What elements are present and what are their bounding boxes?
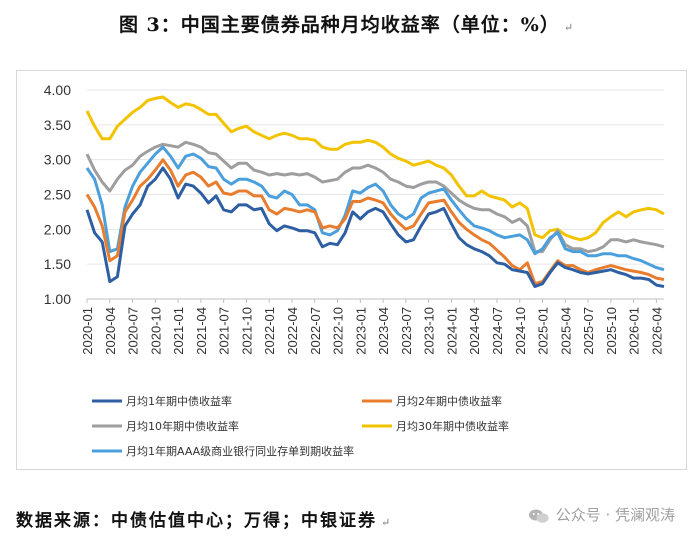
data-source: 数据来源：中债估值中心；万得；中银证券 ↵ (16, 511, 393, 531)
x-tick-label: 2024-01 (444, 307, 459, 355)
x-tick-label: 2023-01 (353, 307, 368, 355)
legend-label: 月均30年期中债收益率 (396, 419, 509, 433)
series-line-4 (85, 145, 665, 272)
y-tick-label: 1.50 (44, 256, 71, 272)
x-tick-label: 2023-10 (422, 307, 437, 355)
x-tick-label: 2023-04 (376, 307, 391, 355)
chart-title: 图 3：中国主要债券品种月均收益率（单位：%） ↵ (118, 14, 575, 36)
x-tick-label: 2021-10 (239, 307, 254, 355)
y-tick-label: 2.00 (44, 221, 71, 237)
x-tick-label: 2025-04 (558, 307, 573, 355)
x-tick-label: 2022-01 (262, 307, 277, 355)
x-tick-label: 2026-04 (649, 307, 664, 355)
legend-label: 月均1年期中债收益率 (126, 394, 232, 408)
x-tick-label: 2025-01 (536, 307, 551, 355)
x-tick-label: 2024-07 (490, 307, 505, 355)
legend-label: 月均1年期AAA级商业银行同业存单到期收益率 (126, 444, 354, 458)
wechat-icon (528, 508, 550, 524)
y-tick-label: 3.50 (44, 117, 71, 133)
chart-frame (16, 70, 687, 470)
legend-label: 月均10年期中债收益率 (126, 419, 239, 433)
x-tick-label: 2026-01 (627, 307, 642, 355)
x-tick-label: 2021-07 (217, 307, 232, 355)
y-tick-label: 2.50 (44, 187, 71, 203)
x-tick-label: 2024-10 (513, 307, 528, 355)
series-line-1 (85, 158, 665, 286)
x-tick-label: 2020-01 (80, 307, 95, 355)
x-tick-label: 2021-01 (171, 307, 186, 355)
x-tick-label: 2022-07 (308, 307, 323, 355)
x-tick-label: 2025-07 (581, 307, 596, 355)
series-line-0 (85, 166, 665, 288)
x-tick-label: 2020-07 (126, 307, 141, 355)
x-tick-label: 2022-04 (285, 307, 300, 355)
series-line-3 (85, 95, 665, 242)
y-tick-label: 3.00 (44, 152, 71, 168)
x-tick-label: 2024-04 (467, 307, 482, 355)
x-tick-label: 2021-04 (194, 307, 209, 355)
legend-label: 月均2年期中债收益率 (396, 394, 502, 408)
x-tick-label: 2025-10 (604, 307, 619, 355)
y-tick-label: 1.00 (44, 291, 71, 307)
x-tick-label: 2022-10 (331, 307, 346, 355)
y-tick-label: 4.00 (44, 82, 71, 98)
x-tick-label: 2023-07 (399, 307, 414, 355)
x-tick-label: 2020-10 (148, 307, 163, 355)
x-tick-label: 2020-04 (103, 307, 118, 355)
series-line-2 (85, 140, 665, 254)
watermark: 公众号 · 凭澜观涛 (528, 504, 675, 525)
paragraph-mark-icon: ↵ (381, 516, 393, 529)
paragraph-mark-icon: ↵ (563, 21, 575, 34)
